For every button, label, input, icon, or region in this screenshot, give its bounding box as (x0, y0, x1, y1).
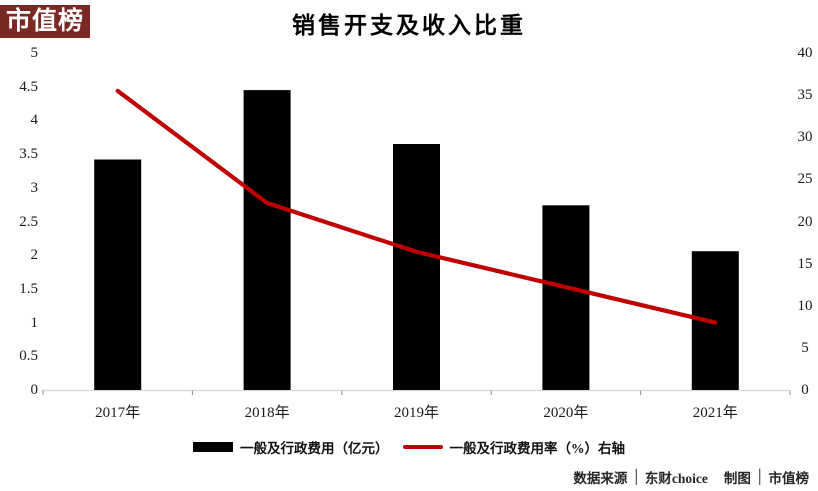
right-axis-tick-label: 5 (801, 339, 809, 356)
right-axis-tick-label: 20 (797, 213, 813, 230)
right-axis-tick-label: 35 (797, 87, 813, 104)
ratio-line (115, 88, 718, 325)
divider-bar: │ (754, 469, 765, 484)
left-axis-tick-label: 1.5 (19, 280, 38, 297)
bar-2017年 (94, 159, 142, 390)
legend-item-bar: 一般及行政费用（亿元） (193, 437, 389, 457)
credit-value: 市值榜 (768, 471, 810, 486)
legend-label-bar: 一般及行政费用（亿元） (240, 441, 389, 456)
left-axis-tick-label: 4 (30, 112, 39, 129)
right-axis-tick-label: 0 (801, 382, 809, 398)
left-axis-tick-label: 3.5 (19, 146, 38, 163)
legend: 一般及行政费用（亿元） 一般及行政费用率（%）右轴 (0, 437, 818, 457)
left-axis-tick-label: 3 (30, 179, 39, 196)
right-axis-tick-label: 30 (797, 129, 813, 146)
brand-logo: 市值榜 (0, 5, 91, 38)
left-axis-tick-label: 1 (30, 314, 39, 331)
x-axis-label: 2019年 (393, 405, 439, 421)
right-axis-tick-label: 25 (797, 171, 813, 188)
bar-2020年 (542, 205, 590, 390)
right-axis-tick-label: 10 (797, 297, 813, 314)
left-axis-tick-label: 0 (30, 382, 39, 398)
legend-label-line: 一般及行政费用率（%）右轴 (449, 441, 626, 456)
footer-credits: 数据来源 │ 东财choice 制图 │ 市值榜 (573, 467, 809, 487)
left-axis-tick-label: 2 (30, 247, 39, 264)
legend-item-line: 一般及行政费用率（%）右轴 (402, 437, 626, 457)
credit-label: 制图 (723, 471, 751, 486)
line-swatch-icon (402, 445, 443, 449)
right-axis-tick-label: 40 (797, 45, 813, 61)
left-axis-tick-label: 5 (30, 45, 39, 61)
bar-2018年 (243, 90, 291, 390)
divider-bar: │ (631, 469, 641, 484)
x-axis-label: 2020年 (543, 405, 589, 421)
bar-swatch-icon (193, 442, 233, 452)
x-axis-label: 2018年 (244, 405, 290, 421)
source-label: 数据来源 (573, 471, 628, 486)
x-axis-label: 2021年 (692, 405, 738, 421)
left-axis-tick-label: 0.5 (19, 348, 38, 365)
left-axis-tick-label: 4.5 (19, 78, 38, 95)
left-axis-tick-label: 2.5 (19, 213, 38, 230)
chart-title: 销售开支及收入比重 (292, 13, 526, 38)
x-axis-label: 2017年 (95, 405, 141, 421)
right-axis-tick-label: 15 (797, 255, 813, 272)
bar-2019年 (393, 144, 440, 390)
source-value: 东财choice (644, 471, 708, 486)
